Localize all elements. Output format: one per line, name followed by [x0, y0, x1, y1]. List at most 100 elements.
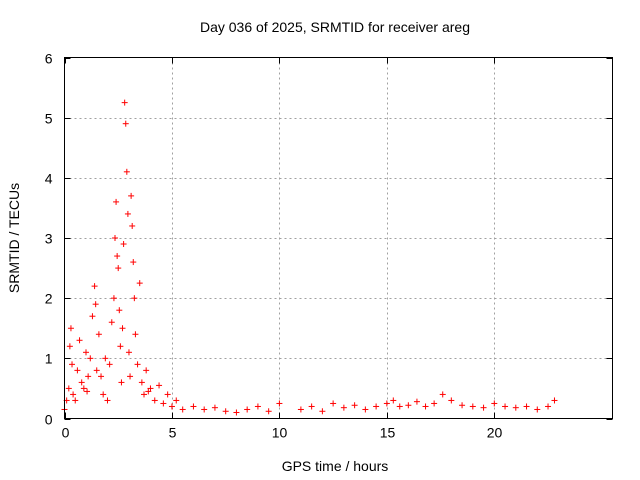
tick-labels: 0 5 10 15 20 0 1 2 3 4 5 6: [45, 51, 503, 441]
data-point: [130, 259, 137, 266]
data-point: [124, 210, 131, 217]
data-point: [276, 400, 283, 407]
data-point: [308, 403, 315, 410]
x-tick-label: 20: [487, 425, 503, 441]
data-point: [164, 391, 171, 398]
data-point: [102, 355, 109, 362]
data-point: [98, 373, 105, 380]
data-point: [115, 265, 122, 272]
data-point: [147, 385, 154, 392]
data-point: [65, 385, 72, 392]
data-points: [61, 99, 558, 416]
y-tick-label: 3: [45, 231, 53, 247]
data-point: [69, 361, 76, 368]
data-point: [108, 319, 115, 326]
data-point: [413, 398, 420, 405]
data-point: [87, 355, 94, 362]
data-point: [297, 406, 304, 413]
data-point: [120, 241, 127, 248]
data-point: [340, 404, 347, 411]
y-tick-label: 4: [45, 171, 53, 187]
data-point: [66, 343, 73, 350]
y-tick-label: 2: [45, 291, 53, 307]
data-point: [84, 388, 91, 395]
data-point: [121, 99, 128, 106]
axis-ticks: [64, 57, 613, 420]
data-point: [160, 400, 167, 407]
data-point: [362, 406, 369, 413]
data-point: [319, 408, 326, 415]
data-point: [211, 404, 218, 411]
data-point: [114, 253, 121, 260]
x-tick-label: 10: [272, 425, 288, 441]
data-point: [534, 406, 541, 413]
data-point: [123, 168, 130, 175]
data-point: [129, 222, 136, 229]
data-point: [459, 402, 466, 409]
data-point: [222, 408, 229, 415]
data-point: [545, 403, 552, 410]
data-point: [244, 406, 251, 413]
data-point: [383, 400, 390, 407]
data-point: [523, 403, 530, 410]
data-point: [201, 406, 208, 413]
data-point: [91, 283, 98, 290]
y-tick-label: 0: [45, 412, 53, 428]
data-point: [254, 403, 261, 410]
data-point: [173, 397, 180, 404]
data-point: [131, 295, 138, 302]
data-point: [119, 325, 126, 332]
data-point: [138, 379, 145, 386]
x-tick-label: 0: [62, 425, 70, 441]
data-point: [89, 313, 96, 320]
data-point: [70, 391, 77, 398]
data-point: [156, 382, 163, 389]
data-point: [168, 403, 175, 410]
data-point: [106, 361, 113, 368]
data-point: [396, 403, 403, 410]
data-point: [190, 403, 197, 410]
data-point: [448, 397, 455, 404]
data-point: [422, 403, 429, 410]
x-tick-label: 15: [380, 425, 396, 441]
data-point: [134, 361, 141, 368]
data-point: [76, 337, 83, 344]
data-point: [439, 391, 446, 398]
data-point: [117, 343, 124, 350]
data-point: [113, 198, 120, 205]
data-point: [502, 403, 509, 410]
data-point: [93, 367, 100, 374]
data-point: [136, 280, 143, 287]
data-point: [74, 367, 81, 374]
data-point: [141, 391, 148, 398]
data-point: [179, 406, 186, 413]
chart-title: Day 036 of 2025, SRMTID for receiver are…: [200, 19, 470, 35]
grid-lines: [64, 57, 613, 419]
data-point: [80, 385, 87, 392]
data-point: [405, 402, 412, 409]
data-point: [132, 331, 139, 338]
data-point: [265, 408, 272, 415]
data-point: [480, 404, 487, 411]
data-point: [104, 397, 111, 404]
data-point: [151, 397, 158, 404]
data-point: [112, 235, 119, 241]
data-point: [330, 400, 337, 407]
data-point: [128, 192, 135, 199]
y-tick-label: 1: [45, 351, 53, 367]
data-point: [92, 301, 99, 308]
data-point: [100, 391, 107, 398]
data-point: [78, 379, 85, 386]
data-point: [373, 403, 380, 410]
x-tick-label: 5: [169, 425, 177, 441]
data-point: [127, 373, 134, 380]
data-point: [116, 307, 123, 314]
y-tick-label: 5: [45, 111, 53, 127]
y-tick-label: 6: [45, 51, 53, 67]
data-point: [118, 379, 125, 386]
data-point: [143, 367, 150, 374]
x-axis-label: GPS time / hours: [282, 458, 389, 474]
data-point: [122, 120, 129, 127]
data-point: [85, 373, 92, 380]
data-point: [512, 404, 519, 411]
